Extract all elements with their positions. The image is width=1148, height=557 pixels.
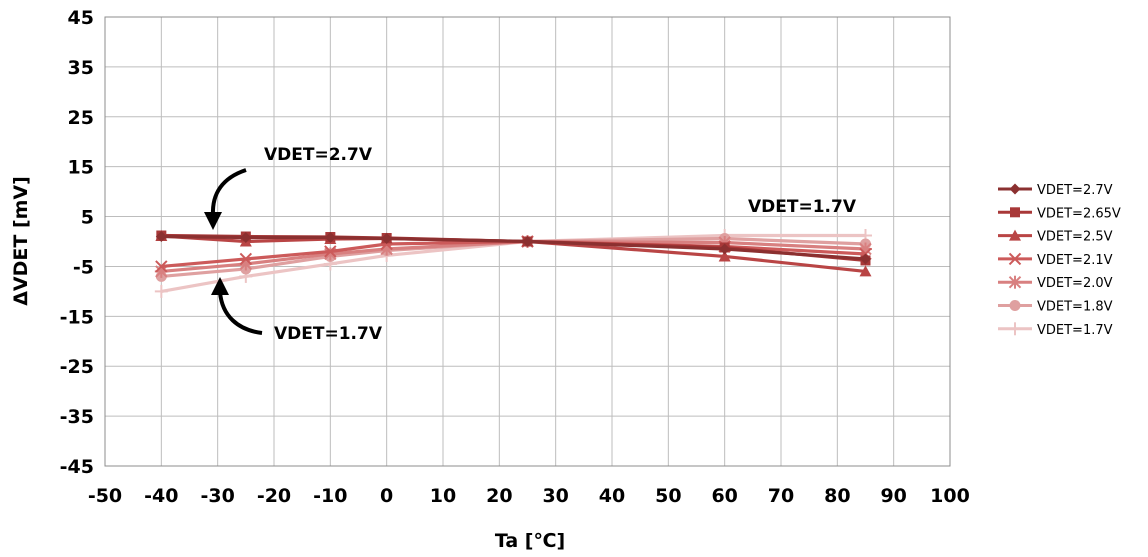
data-point bbox=[324, 245, 337, 258]
legend-label: VDET=2.65V bbox=[1037, 206, 1121, 221]
marker-stroke bbox=[239, 252, 253, 266]
annotation-arrow-top bbox=[210, 168, 247, 216]
y-tick-label: -15 bbox=[60, 306, 94, 328]
legend-item: VDET=1.7V bbox=[998, 322, 1113, 338]
y-axis-title: ΔVDET [mV] bbox=[10, 176, 32, 306]
y-tick-label: -25 bbox=[60, 356, 94, 378]
legend-item: VDET=2.1V bbox=[998, 252, 1113, 268]
legend-marker bbox=[1010, 207, 1020, 218]
x-tick-label: -50 bbox=[88, 485, 122, 507]
x-tick-label: 40 bbox=[599, 485, 625, 507]
y-tick-labels: 45 35 25 15 5 -5 -15 -25 -35 -45 bbox=[60, 7, 94, 478]
x-tick-label: 90 bbox=[880, 485, 906, 507]
legend-marker bbox=[1009, 183, 1021, 195]
legend: VDET=2.7V VDET=2.65V VDET=2.5V VDET=2.1V VDE… bbox=[998, 183, 1121, 338]
data-point bbox=[522, 236, 533, 247]
x-tick-label: 60 bbox=[711, 485, 737, 507]
x-axis-title: Ta [℃] bbox=[495, 530, 565, 552]
legend-marker bbox=[1009, 300, 1021, 311]
legend-label: VDET=2.5V bbox=[1037, 230, 1113, 245]
marker-stroke bbox=[155, 260, 168, 273]
x-tick-label: 70 bbox=[768, 485, 794, 507]
data-point bbox=[239, 252, 253, 266]
data-point bbox=[718, 250, 731, 262]
x-tick-label: -10 bbox=[313, 485, 347, 507]
data-point bbox=[155, 260, 168, 273]
annotation-vdet-2-7: VDET=2.7V bbox=[264, 145, 373, 165]
y-tick-label: 35 bbox=[68, 57, 94, 79]
data-point bbox=[719, 243, 731, 255]
data-point bbox=[155, 231, 167, 243]
data-point bbox=[381, 233, 393, 245]
x-tick-labels: -50 -40 -30 -20 -10 0 10 20 30 40 50 60 70 80 90 100 bbox=[88, 485, 970, 507]
legend-item: VDET=1.8V bbox=[998, 300, 1113, 315]
annotation-arrowhead-top bbox=[204, 212, 222, 230]
x-tick-label: -40 bbox=[144, 485, 178, 507]
x-tick-label: 0 bbox=[380, 485, 393, 507]
y-tick-label: -5 bbox=[73, 256, 94, 278]
y-tick-label: 45 bbox=[68, 7, 94, 29]
y-tick-label: -35 bbox=[60, 406, 94, 428]
legend-marker bbox=[1008, 252, 1022, 266]
plot-frame bbox=[104, 16, 951, 467]
y-tick-label: 5 bbox=[81, 207, 94, 229]
x-tick-label: 20 bbox=[486, 485, 512, 507]
annotation-vdet-1-7-right: VDET=1.7V bbox=[748, 197, 857, 217]
y-tick-label: -45 bbox=[60, 456, 94, 478]
x-tick-label: 50 bbox=[655, 485, 681, 507]
data-point bbox=[154, 284, 168, 298]
x-tick-label: -20 bbox=[257, 485, 291, 507]
legend-item: VDET=2.5V bbox=[998, 229, 1113, 245]
legend-item: VDET=2.7V bbox=[998, 183, 1113, 198]
legend-item: VDET=2.0V bbox=[998, 275, 1113, 291]
x-tick-label: 80 bbox=[824, 485, 850, 507]
annotation-arrowhead-bottom bbox=[211, 277, 229, 295]
legend-label: VDET=1.8V bbox=[1037, 300, 1113, 315]
data-point bbox=[324, 232, 336, 244]
x-tick-label: 10 bbox=[430, 485, 456, 507]
plot-area-border bbox=[104, 16, 951, 467]
legend-label: VDET=1.7V bbox=[1037, 323, 1113, 338]
series-group bbox=[154, 229, 872, 298]
x-tick-label: 30 bbox=[542, 485, 568, 507]
y-tick-label: 25 bbox=[68, 107, 94, 129]
legend-label: VDET=2.1V bbox=[1037, 253, 1113, 268]
annotation-arrow-bottom bbox=[218, 291, 263, 335]
marker-stroke bbox=[1008, 252, 1022, 266]
y-tick-label: 15 bbox=[68, 157, 94, 179]
legend-label: VDET=2.0V bbox=[1037, 276, 1113, 291]
data-point bbox=[240, 232, 252, 244]
marker-stroke bbox=[324, 245, 337, 258]
annotation-vdet-1-7-left: VDET=1.7V bbox=[274, 324, 383, 344]
legend-item: VDET=2.65V bbox=[998, 206, 1121, 221]
data-point bbox=[859, 265, 872, 277]
annotations: VDET=2.7V VDET=1.7V VDET=1.7V bbox=[204, 145, 857, 344]
legend-marker bbox=[1009, 229, 1021, 241]
x-tick-label: -30 bbox=[201, 485, 235, 507]
x-tick-label: 100 bbox=[930, 485, 970, 507]
legend-label: VDET=2.7V bbox=[1037, 183, 1113, 198]
data-point bbox=[860, 253, 871, 265]
legend-marker bbox=[1008, 322, 1022, 336]
series-VDET=2.7V bbox=[155, 231, 871, 265]
legend-marker bbox=[1008, 275, 1022, 289]
